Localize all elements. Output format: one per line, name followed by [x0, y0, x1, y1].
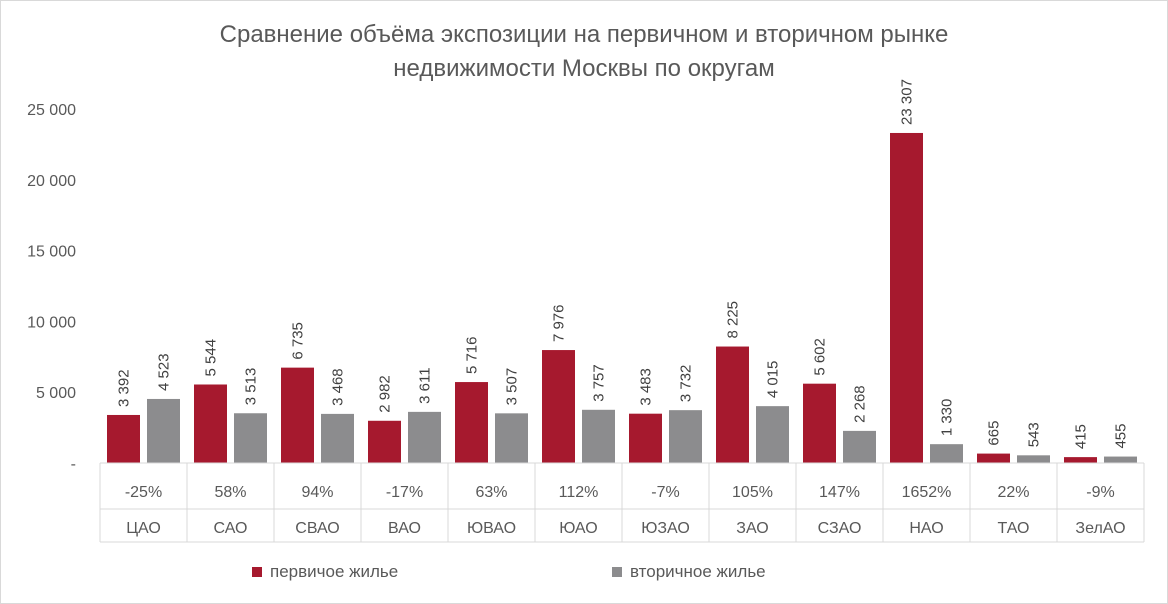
y-tick-label: -: [71, 456, 76, 473]
table-percent-cell: 112%: [559, 484, 599, 501]
table-percent-cell: 22%: [997, 484, 1029, 501]
x-category-label: ЮЗАО: [641, 520, 690, 537]
legend-label-primary: первичое жилье: [270, 562, 399, 581]
data-label-secondary: 3 507: [504, 368, 521, 406]
table-percent-cell: 63%: [475, 484, 507, 501]
bar-secondary: [234, 413, 267, 463]
x-category-label: ЮВАО: [467, 520, 516, 537]
x-category-label: ЦАО: [126, 520, 161, 537]
legend-swatch-primary: [252, 567, 262, 577]
table-percent-cell: -17%: [386, 484, 423, 501]
data-label-secondary: 3 611: [417, 367, 434, 403]
data-label-secondary: 1 330: [939, 399, 956, 437]
data-label-primary: 665: [986, 421, 1003, 446]
bar-secondary: [930, 444, 963, 463]
bar-secondary: [495, 413, 528, 463]
legend-swatch-secondary: [612, 567, 622, 577]
legend-item-secondary: вторичное жилье: [612, 562, 766, 582]
data-label-secondary: 2 268: [852, 385, 869, 423]
data-label-primary: 3 392: [116, 369, 133, 407]
data-label-secondary: 455: [1113, 424, 1130, 449]
data-label-primary: 5 716: [464, 337, 481, 375]
data-label-primary: 3 483: [638, 368, 655, 406]
data-label-secondary: 3 757: [591, 364, 608, 402]
chart-title-line-2: недвижимости Москвы по округам: [393, 55, 775, 82]
bar-primary: [716, 346, 749, 463]
x-category-label: ЮАО: [559, 520, 597, 537]
bar-secondary: [408, 411, 441, 463]
x-category-label: ВАО: [388, 520, 421, 537]
bar-primary: [1064, 457, 1097, 463]
x-category-label: ЗелАО: [1075, 520, 1125, 537]
bar-primary: [107, 414, 140, 463]
bar-secondary: [147, 398, 180, 463]
x-category-label: СЗАО: [818, 520, 862, 537]
data-label-secondary: 4 015: [765, 361, 782, 399]
data-label-secondary: 4 523: [156, 353, 173, 391]
table-percent-cell: 94%: [301, 484, 333, 501]
table-percent-cell: 105%: [732, 484, 773, 501]
bar-secondary: [582, 409, 615, 463]
bar-primary: [542, 350, 575, 463]
chart-title-line-1: Сравнение объёма экспозиции на первичном…: [219, 21, 949, 48]
data-label-primary: 7 976: [551, 305, 568, 343]
y-tick-label: 25 000: [27, 102, 76, 119]
data-label-primary: 2 982: [377, 375, 394, 413]
chart-title: Сравнение объёма экспозиции на первичном…: [0, 18, 1168, 86]
data-label-primary: 6 735: [290, 322, 307, 360]
bar-primary: [368, 420, 401, 463]
y-tick-label: 5 000: [36, 385, 76, 402]
bar-primary: [977, 453, 1010, 463]
bar-secondary: [669, 410, 702, 463]
bar-secondary: [843, 430, 876, 463]
bar-primary: [629, 413, 662, 463]
x-category-label: СВАО: [295, 520, 339, 537]
x-category-label: НАО: [909, 520, 943, 537]
bar-secondary: [756, 406, 789, 463]
y-tick-label: 15 000: [27, 244, 76, 261]
table-percent-cell: -7%: [651, 484, 679, 501]
bar-primary: [890, 132, 923, 463]
data-label-primary: 5 544: [203, 339, 220, 377]
bar-secondary: [1104, 456, 1137, 463]
data-label-secondary: 543: [1026, 422, 1043, 447]
legend-item-primary: первичое жилье: [252, 562, 398, 582]
bar-secondary: [321, 413, 354, 463]
x-category-label: ТАО: [997, 520, 1029, 537]
data-label-primary: 8 225: [725, 301, 742, 339]
data-label-primary: 23 307: [899, 79, 916, 125]
data-label-primary: 415: [1073, 424, 1090, 449]
bar-primary: [455, 382, 488, 463]
table-percent-cell: 147%: [819, 484, 860, 501]
data-label-secondary: 3 732: [678, 365, 695, 403]
data-label-primary: 5 602: [812, 338, 829, 376]
x-category-label: САО: [214, 520, 248, 537]
y-tick-label: 10 000: [27, 314, 76, 331]
y-tick-label: 20 000: [27, 173, 76, 190]
data-label-secondary: 3 468: [330, 368, 347, 406]
table-percent-cell: 1652%: [902, 484, 952, 501]
x-category-label: ЗАО: [736, 520, 768, 537]
data-label-secondary: 3 513: [243, 368, 260, 406]
table-percent-cell: -9%: [1086, 484, 1114, 501]
bar-primary: [194, 384, 227, 463]
bar-primary: [803, 383, 836, 463]
table-percent-cell: -25%: [125, 484, 162, 501]
bar-primary: [281, 367, 314, 463]
bar-secondary: [1017, 455, 1050, 463]
legend-label-secondary: вторичное жилье: [630, 562, 766, 581]
table-percent-cell: 58%: [214, 484, 246, 501]
